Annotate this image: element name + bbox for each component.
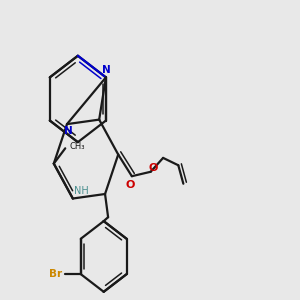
Text: O: O [149, 163, 158, 173]
Text: NH: NH [74, 186, 88, 197]
Text: N: N [64, 126, 73, 136]
Text: CH₃: CH₃ [70, 142, 85, 151]
Text: Br: Br [49, 269, 62, 279]
Text: N: N [102, 65, 111, 75]
Text: O: O [126, 180, 135, 190]
